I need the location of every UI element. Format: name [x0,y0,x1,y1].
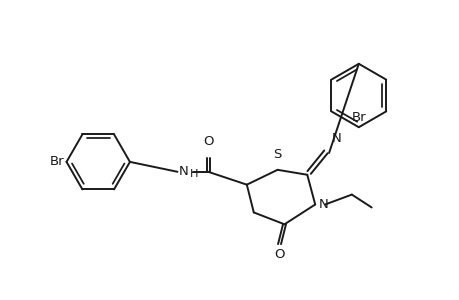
Text: Br: Br [351,111,365,124]
Text: N: N [331,132,341,145]
Text: H: H [189,169,197,179]
Text: N: N [178,165,188,178]
Text: S: S [273,148,281,161]
Text: N: N [319,198,328,211]
Text: O: O [202,135,213,148]
Text: Br: Br [50,155,64,168]
Text: O: O [274,248,284,261]
